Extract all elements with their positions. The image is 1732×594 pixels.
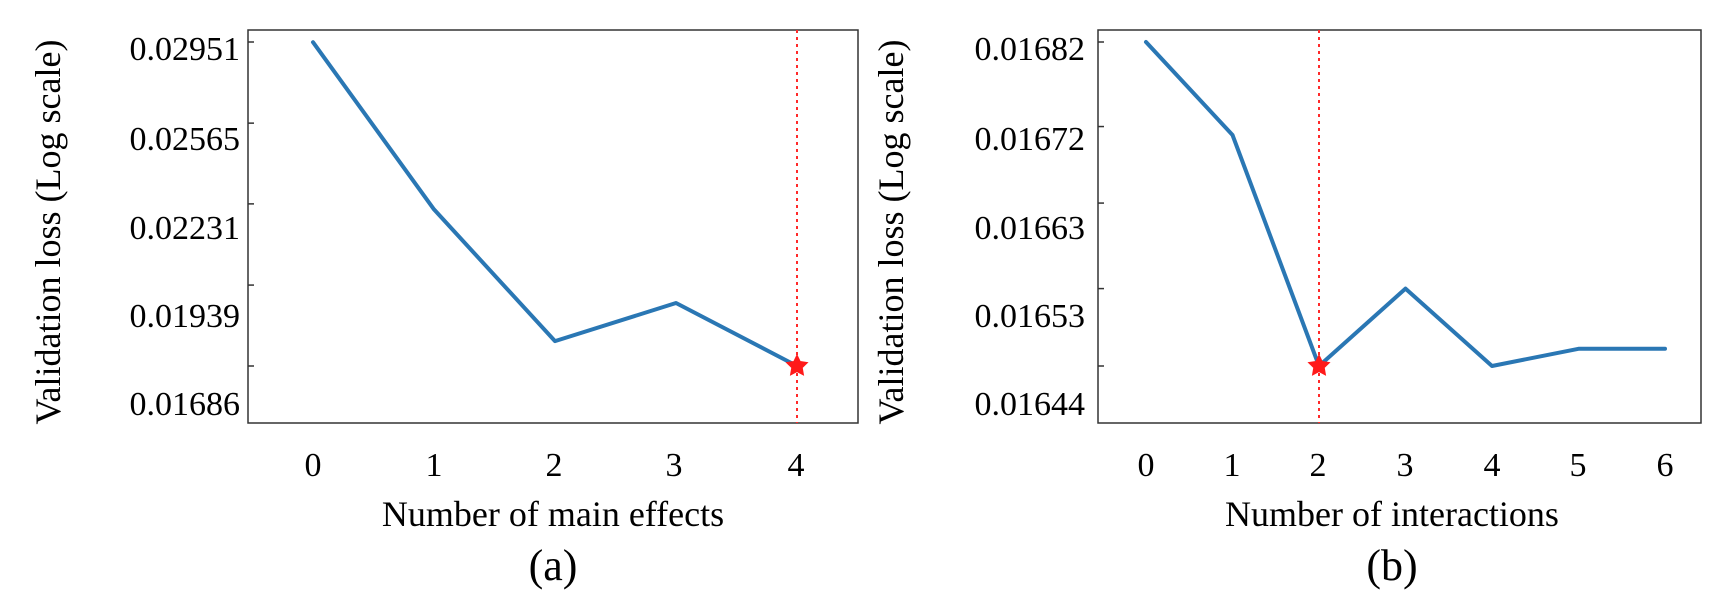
panel-b-ytick: 0.01663 bbox=[975, 210, 1086, 247]
panel-a-data-point bbox=[311, 40, 315, 44]
panel-b-data-point bbox=[1404, 287, 1407, 291]
panel-b-caption: (b) bbox=[1366, 541, 1417, 590]
panel-b-data-point bbox=[1231, 133, 1234, 137]
panel-b-xtick: 6 bbox=[1657, 447, 1674, 484]
panel-a-xtick: 3 bbox=[666, 447, 683, 484]
panel-a-data-point bbox=[553, 339, 557, 343]
panel-a-plot-frame bbox=[247, 29, 859, 424]
panel-a-xtick: 2 bbox=[546, 447, 563, 484]
panel-b-best-star-marker bbox=[1307, 353, 1331, 376]
panel-b: 0 1 2 3 4 5 6 0.01682 0.01672 0.01663 0.… bbox=[871, 29, 1702, 590]
panel-b-xlabel: Number of interactions bbox=[1225, 494, 1559, 534]
panel-a-ytick: 0.01686 bbox=[130, 386, 241, 423]
panel-b-data-point bbox=[1577, 347, 1580, 351]
panel-a-ytick: 0.02951 bbox=[130, 31, 241, 68]
panel-a-yticks: 0.02951 0.02565 0.02231 0.01939 0.01686 bbox=[130, 31, 241, 423]
panel-b-data-point bbox=[1144, 40, 1148, 44]
panel-b-xticks: 0 1 2 3 4 5 6 bbox=[1138, 447, 1674, 484]
panel-a-series-line bbox=[311, 40, 799, 368]
panel-b-xtick: 0 bbox=[1138, 447, 1155, 484]
panel-a-best-star-marker bbox=[785, 353, 809, 376]
panel-a-xtick: 4 bbox=[788, 447, 805, 484]
panel-b-ylabel: Validation loss (Log scale) bbox=[871, 40, 911, 425]
panel-b-ytick: 0.01644 bbox=[975, 386, 1086, 423]
panel-a-xlabel: Number of main effects bbox=[382, 494, 724, 534]
panel-b-ytick: 0.01682 bbox=[975, 31, 1086, 68]
panel-b-plot-frame bbox=[1097, 29, 1702, 424]
panel-b-xtick: 3 bbox=[1397, 447, 1414, 484]
panel-b-xtick: 5 bbox=[1570, 447, 1587, 484]
panel-a-xtick: 1 bbox=[426, 447, 443, 484]
panel-a: 0 1 2 3 4 0.02951 0.02565 0.02231 0.0193… bbox=[28, 29, 859, 590]
panel-b-xtick: 2 bbox=[1310, 447, 1327, 484]
panel-b-series-line bbox=[1144, 40, 1667, 368]
panel-b-ytick: 0.01653 bbox=[975, 298, 1086, 335]
panel-a-ytick: 0.02231 bbox=[130, 210, 241, 247]
panel-a-ytick: 0.02565 bbox=[130, 121, 241, 158]
chart-marks bbox=[248, 30, 1667, 423]
panel-b-yticks: 0.01682 0.01672 0.01663 0.01653 0.01644 bbox=[975, 31, 1086, 423]
panel-a-ylabel: Validation loss (Log scale) bbox=[28, 40, 68, 425]
panel-a-xtick: 0 bbox=[305, 447, 322, 484]
panel-a-caption: (a) bbox=[529, 541, 578, 590]
panel-b-data-point bbox=[1663, 347, 1667, 351]
panel-a-xticks: 0 1 2 3 4 bbox=[305, 447, 805, 484]
panel-b-xtick: 4 bbox=[1484, 447, 1501, 484]
panel-b-ytick: 0.01672 bbox=[975, 121, 1086, 158]
panel-b-data-point bbox=[1490, 364, 1494, 368]
panel-a-data-point bbox=[432, 207, 436, 211]
panel-a-data-point bbox=[674, 301, 678, 305]
panel-b-xtick: 1 bbox=[1224, 447, 1241, 484]
panel-a-ytick: 0.01939 bbox=[130, 298, 241, 335]
